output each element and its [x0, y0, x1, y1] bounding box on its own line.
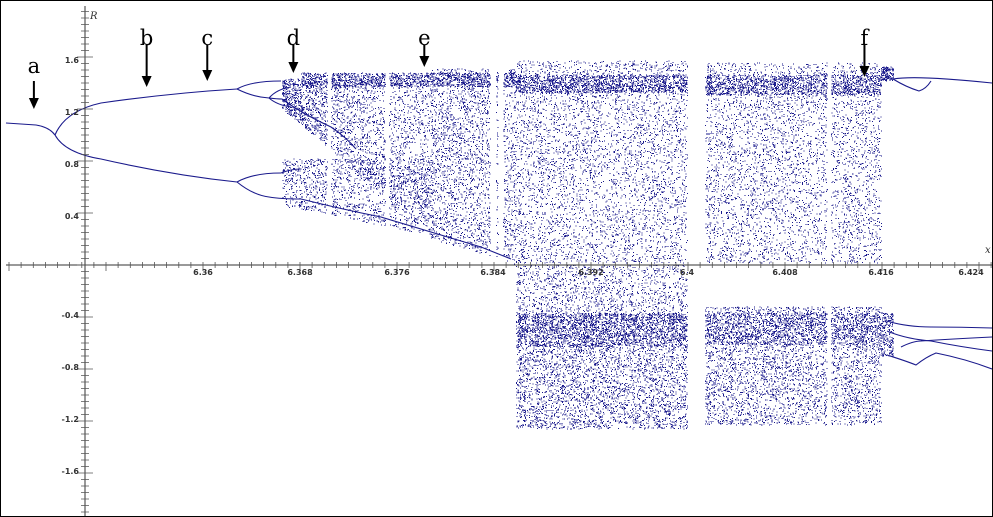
x-tick-label: 6.424 — [958, 268, 984, 277]
annotation-a: a — [28, 54, 41, 109]
annotation-arrow-head — [28, 98, 39, 109]
annotation-label: c — [201, 26, 213, 50]
x-tick-label: 6.36 — [193, 268, 213, 277]
bifurcation-branches — [5, 77, 992, 370]
annotation-label: b — [140, 26, 153, 50]
y-tick-label: 0.8 — [65, 160, 80, 169]
branch-curve — [281, 98, 357, 150]
branch-curve — [892, 78, 932, 92]
x-axis-label: x — [985, 245, 991, 256]
annotation-arrow-head — [419, 56, 430, 67]
y-axis-label: R — [89, 11, 98, 22]
branch-curve — [5, 122, 56, 136]
branch-curve — [280, 168, 302, 174]
branch-curve — [300, 198, 512, 260]
annotation-e: e — [418, 26, 431, 67]
scatter-points — [282, 60, 894, 430]
x-tick-label: 6.408 — [772, 268, 798, 277]
y-tick-label: 0.4 — [65, 212, 80, 221]
axes: x R — [6, 6, 992, 516]
x-tick-label: 6.4 — [680, 268, 695, 277]
annotation-d: d — [287, 26, 300, 73]
y-tick-label: -1.2 — [62, 415, 80, 424]
branch-curve — [236, 172, 282, 183]
annotation-c: c — [201, 26, 213, 81]
branch-curve — [54, 134, 238, 183]
annotation-arrow-head — [288, 62, 299, 73]
chaotic-region — [282, 60, 894, 430]
annotation-label: f — [861, 26, 871, 50]
x-tick-label: 6.384 — [480, 268, 506, 277]
x-tick-label: 6.368 — [287, 268, 313, 277]
branch-curve — [236, 80, 282, 90]
annotation-label: a — [28, 54, 41, 78]
y-tick-label: -0.4 — [62, 311, 80, 320]
branch-curve — [54, 88, 238, 136]
y-tick-label: -1.6 — [62, 467, 80, 476]
y-tick-label: 1.6 — [65, 56, 80, 65]
branch-curve — [900, 336, 992, 348]
branch-curve — [886, 330, 992, 352]
y-tick-label: -0.8 — [62, 363, 80, 372]
annotation-f: f — [859, 26, 871, 77]
tick-marks — [8, 11, 992, 513]
annotation-markers: a b c d e f — [28, 26, 871, 109]
branch-curve — [892, 77, 992, 84]
annotation-label: d — [287, 26, 300, 50]
x-tick-label: 6.376 — [384, 268, 410, 277]
annotation-arrow-head — [859, 66, 870, 77]
branch-curve — [886, 320, 992, 329]
ticks — [8, 11, 992, 513]
x-tick-labels: 6.36 6.368 6.376 6.384 6.392 6.4 6.408 6.416 6.4… — [193, 268, 984, 277]
branch-curve — [236, 181, 302, 200]
annotation-arrow-head — [202, 70, 213, 81]
branch-curve — [236, 88, 283, 100]
y-tick-label: 1.2 — [65, 108, 79, 117]
branch-curve — [268, 86, 292, 99]
x-tick-label: 6.392 — [578, 268, 603, 277]
x-tick-label: 6.416 — [868, 268, 894, 277]
branch-curve — [886, 352, 992, 370]
branch-curve — [268, 97, 292, 108]
annotation-arrow-head — [141, 76, 152, 87]
annotation-label: e — [418, 26, 430, 50]
y-tick-labels: 1.6 1.2 0.8 0.4 -0.4 -0.8 -1.2 -1.6 — [62, 56, 80, 476]
annotation-b: b — [140, 26, 153, 87]
